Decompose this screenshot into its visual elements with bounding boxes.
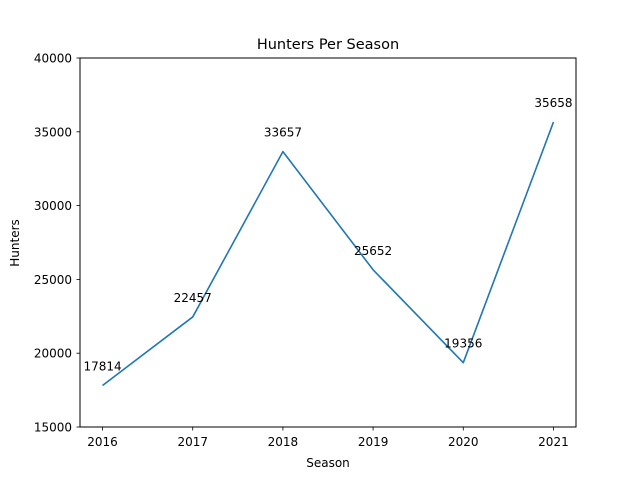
x-axis-label: Season — [306, 456, 350, 470]
x-tick-label: 2021 — [538, 435, 569, 449]
y-tick-label: 35000 — [34, 125, 72, 139]
x-tick-label: 2017 — [177, 435, 208, 449]
y-tick-label: 40000 — [34, 52, 72, 66]
x-tick-label: 2019 — [358, 435, 389, 449]
chart-title: Hunters Per Season — [257, 37, 399, 53]
plot-frame — [79, 57, 577, 428]
y-tick-label: 30000 — [34, 199, 72, 213]
data-label: 25652 — [354, 244, 392, 258]
x-tick-label: 2018 — [268, 435, 299, 449]
data-label: 17814 — [83, 359, 121, 373]
y-axis-label: Hunters — [8, 219, 22, 267]
y-tick-label: 15000 — [34, 421, 72, 435]
data-label: 35658 — [534, 96, 572, 110]
y-tick-label: 25000 — [34, 273, 72, 287]
y-tick-label: 20000 — [34, 347, 72, 361]
data-label: 22457 — [174, 291, 212, 305]
x-tick-label: 2020 — [448, 435, 479, 449]
data-label: 33657 — [264, 126, 302, 140]
series-line — [102, 121, 555, 387]
x-tick-label: 2016 — [87, 435, 118, 449]
data-label: 19356 — [444, 337, 482, 351]
